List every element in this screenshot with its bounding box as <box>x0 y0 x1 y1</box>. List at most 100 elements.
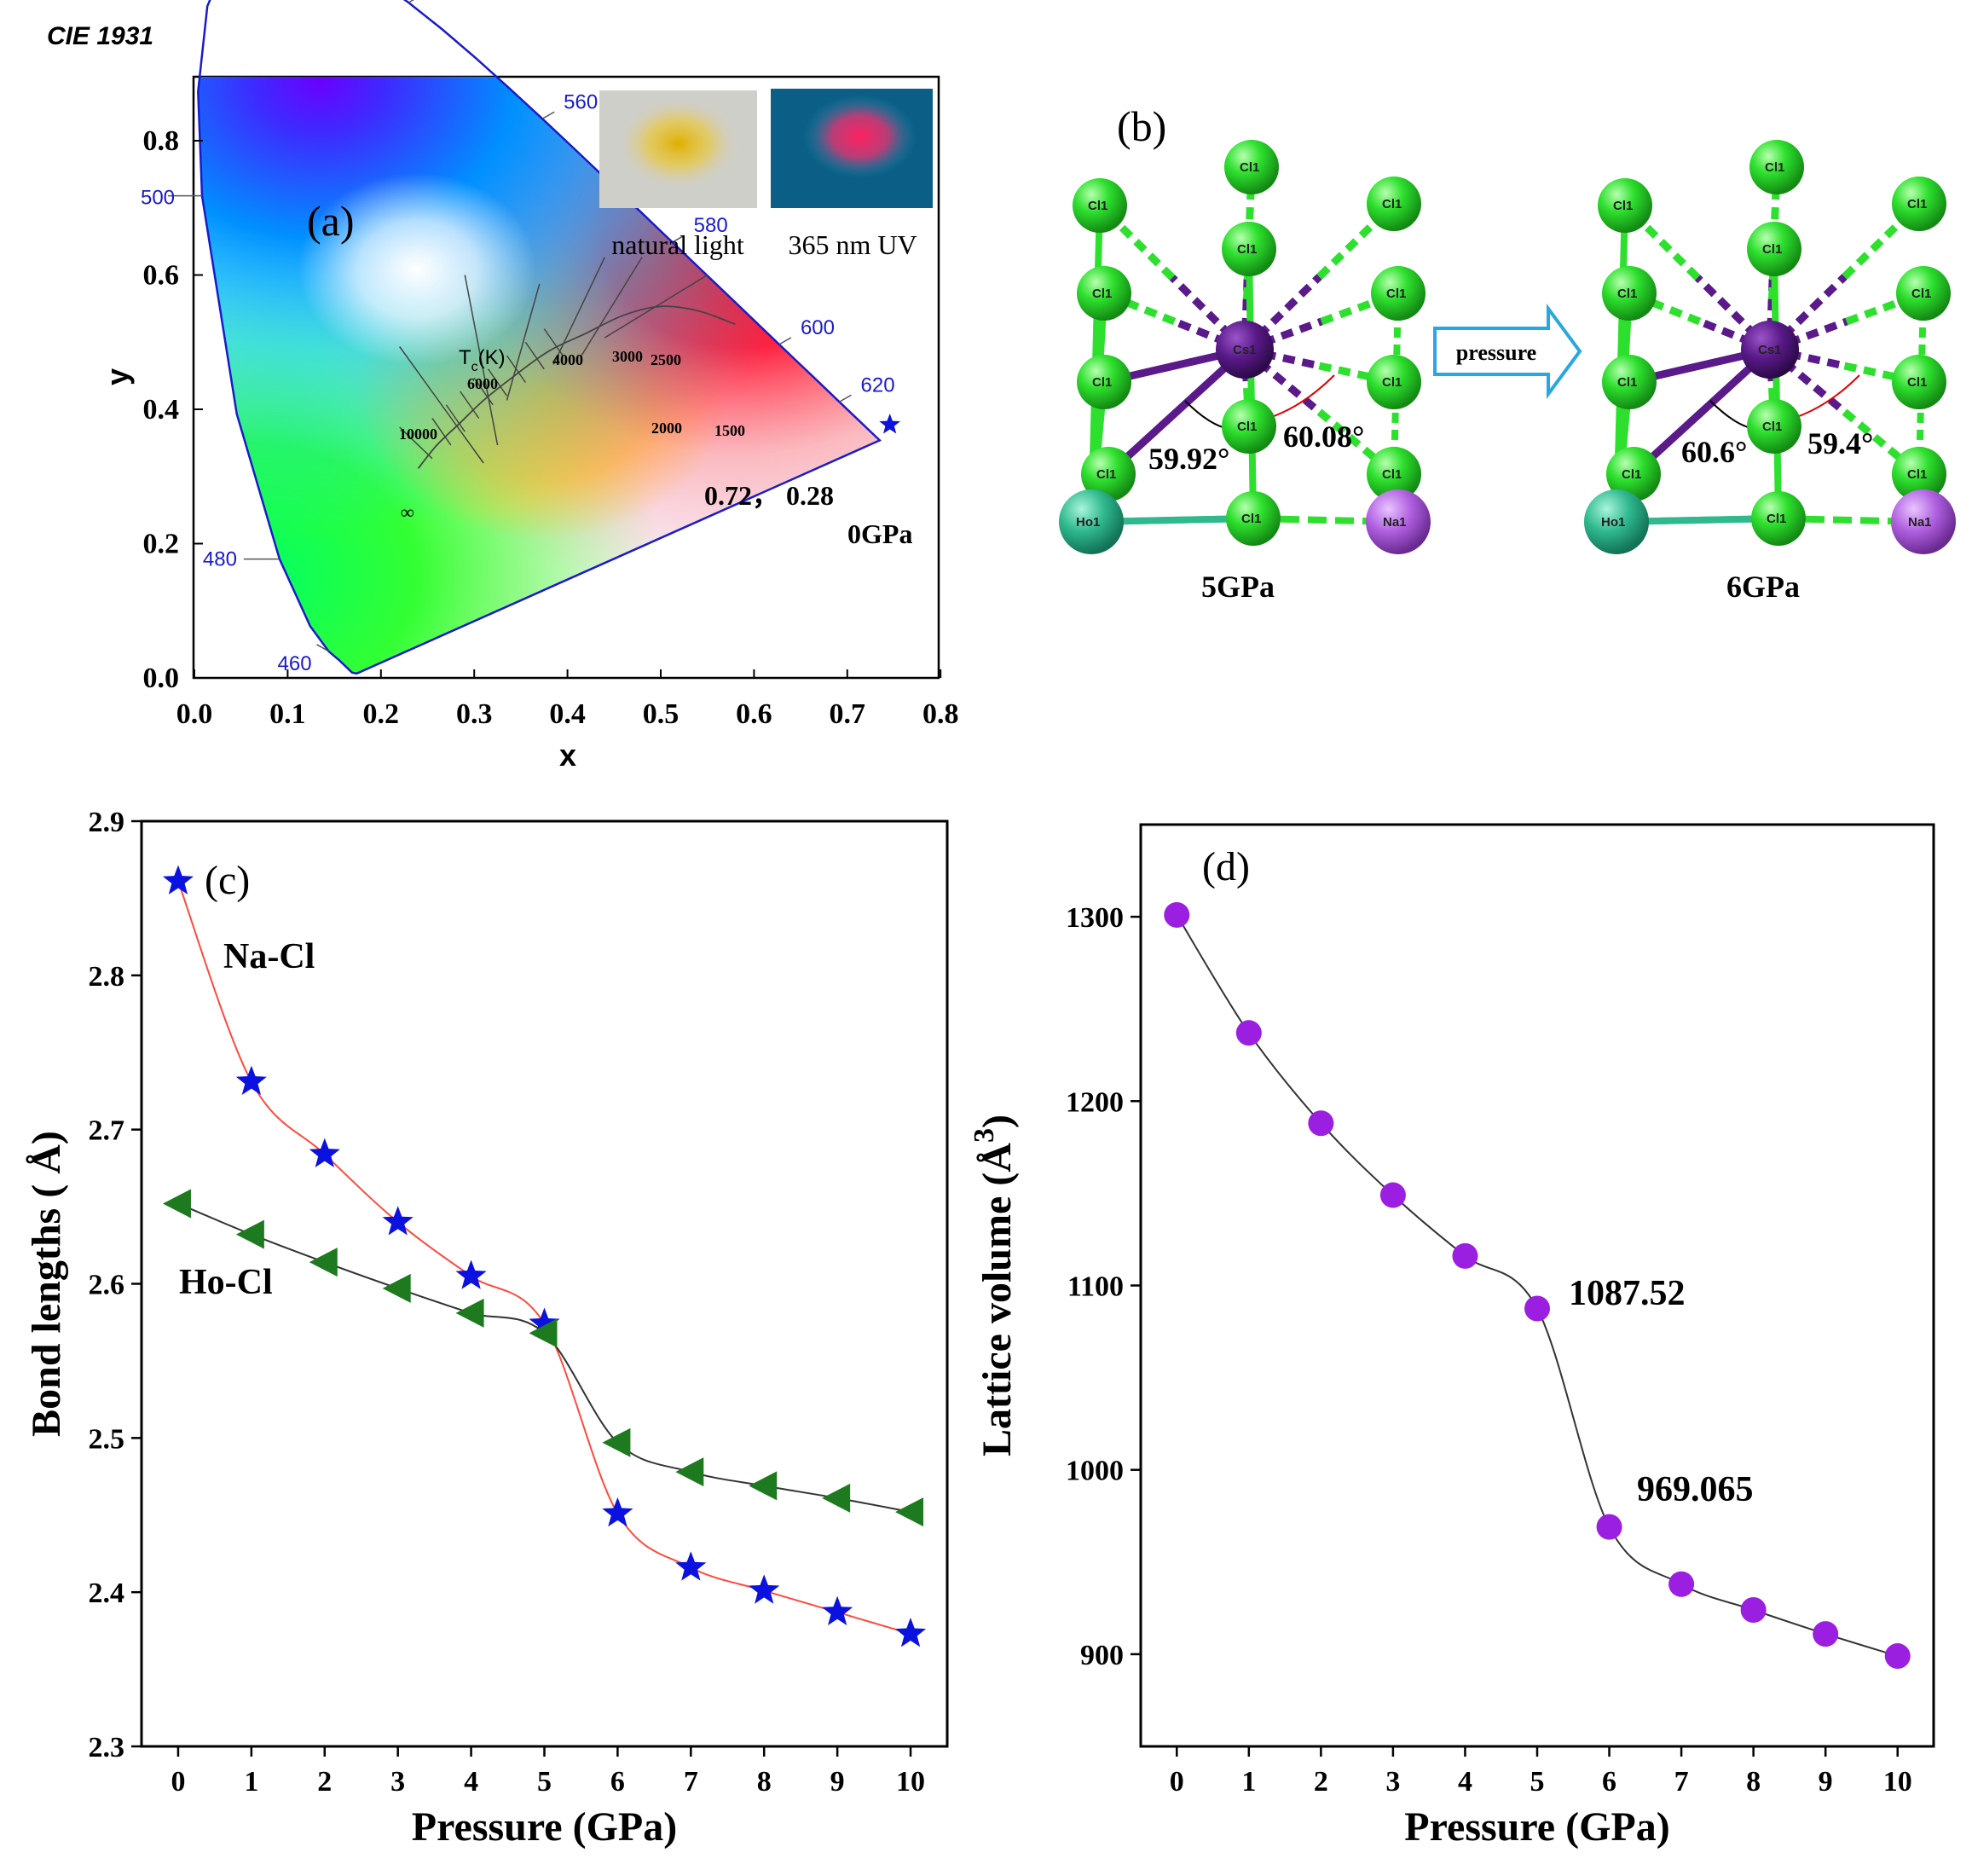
cl-atom <box>1747 222 1801 276</box>
x-axis-label: Pressure (GPa) <box>1404 1804 1669 1850</box>
cl-atom-label: Cl1 <box>1237 420 1257 434</box>
data-point-ho-cl <box>749 1471 778 1501</box>
data-point-lattice-volume <box>1596 1514 1622 1540</box>
angle-left-1: 59.92° <box>1148 442 1229 476</box>
cs-atom-label: Cs1 <box>1233 343 1257 357</box>
annotation-969: 969.065 <box>1637 1470 1754 1509</box>
na-atom-label: Na1 <box>1383 515 1407 530</box>
y-tick-label: 1000 <box>1066 1456 1124 1487</box>
inset-photo-natural-light: natural light <box>599 90 757 260</box>
cs-cl-bond <box>1169 275 1248 353</box>
gamut-outline <box>197 0 882 675</box>
cl-atom-label: Cl1 <box>1092 287 1112 301</box>
x-tick-label: 0.8 <box>922 698 959 730</box>
cl-atom-label: Cl1 <box>1617 287 1637 301</box>
cl-atom-label: Cl1 <box>1088 199 1107 213</box>
data-point-ho-cl <box>895 1497 924 1527</box>
data-point-lattice-volume <box>1813 1621 1839 1647</box>
y-axis-label: y <box>100 368 135 385</box>
x-tick-label: 7 <box>684 1766 698 1798</box>
cct-value: 3000 <box>612 348 643 365</box>
y-tick-label: 2.8 <box>89 961 125 993</box>
cs-cl-bond <box>1241 274 1322 353</box>
cl-atom <box>1892 177 1946 231</box>
y-tick-label: 2.5 <box>89 1423 125 1455</box>
cs-atom <box>1741 321 1799 379</box>
planckian-curve <box>417 305 736 469</box>
isotherm-line <box>604 274 708 339</box>
pressure-arrow: pressure <box>1433 303 1582 400</box>
cs-atom-label: Cs1 <box>1758 343 1782 357</box>
cct-value: 6000 <box>467 375 498 392</box>
wavelength-tick-460 <box>316 644 329 652</box>
y-tick-label: 900 <box>1080 1640 1124 1671</box>
cl-atom <box>1224 140 1279 194</box>
data-point-lattice-volume <box>1524 1295 1550 1322</box>
cs-cl-bond <box>1768 317 1848 354</box>
wavelength-label-600: 600 <box>801 316 835 339</box>
cct-labels: Tc(K) 10000 6000 4000 3000 2500 2000 1500 ∞ <box>399 346 745 523</box>
cl-atom-label: Cl1 <box>1762 420 1782 434</box>
cl-atom <box>1367 447 1421 501</box>
cl-cl-bond <box>1771 248 1782 519</box>
x-tick-label: 10 <box>896 1766 925 1798</box>
x-tick-label: 8 <box>1746 1766 1761 1798</box>
data-point-na-cl <box>529 1307 560 1337</box>
data-point-na-cl <box>602 1497 633 1527</box>
x-tick-label: 0.6 <box>736 698 772 730</box>
y-tick-label: 0.0 <box>143 663 180 694</box>
data-point-na-cl <box>675 1551 707 1581</box>
data-point-lattice-volume <box>1308 1110 1334 1137</box>
cl-atom-label: Cl1 <box>1617 375 1637 390</box>
isotherm-tick <box>431 418 452 446</box>
cl-atom-label: Cl1 <box>1382 467 1402 482</box>
x-tick-label: 2 <box>317 1766 332 1798</box>
cl-atom-label: Cl1 <box>1613 199 1633 213</box>
x-tick-label: 1 <box>244 1766 258 1798</box>
series-line-lattice-volume <box>1176 914 1898 1658</box>
x-tick-label: 6 <box>1602 1766 1616 1798</box>
cs-cl-bond <box>1243 387 1253 427</box>
cl-atom <box>1077 355 1131 409</box>
inset-photo-uv: 365 nm UV <box>771 89 933 260</box>
y-tick-label: 1200 <box>1066 1086 1124 1118</box>
cs-cl-bond <box>1105 346 1248 478</box>
isotherm-tick <box>399 426 433 460</box>
y-tick-label: 2.6 <box>89 1270 125 1301</box>
data-point-na-cl <box>235 1065 267 1095</box>
cct-value: 10000 <box>399 426 437 443</box>
cl-atom <box>1371 266 1426 321</box>
x-tick-label: 8 <box>757 1766 772 1798</box>
data-point-lattice-volume <box>1884 1643 1911 1670</box>
cl-atom-label: Cl1 <box>1907 197 1927 211</box>
wavelength-tick-560 <box>541 111 555 119</box>
x-tick-label: 3 <box>390 1766 405 1798</box>
x-tick-label: 0.0 <box>176 698 213 730</box>
panel-d-label: (d) <box>1202 844 1250 889</box>
data-point-ho-cl <box>162 1189 191 1219</box>
isotherm-line <box>399 346 484 464</box>
point-coordinates: 0.72， 0.28 <box>704 480 834 511</box>
isotherm-tick <box>524 341 545 370</box>
x-tick-label: 9 <box>830 1766 845 1798</box>
cl-atom <box>1226 491 1281 546</box>
cl-atom-label: Cl1 <box>1622 467 1641 482</box>
wavelength-label-620: 620 <box>861 373 895 397</box>
wavelength-label-500: 500 <box>141 187 175 210</box>
cl-atom-label: Cl1 <box>1241 512 1261 526</box>
cl-atom <box>1747 399 1801 454</box>
cl-atom <box>1892 355 1946 409</box>
wavelength-tick-580 <box>672 234 685 243</box>
cl-atom <box>1749 140 1804 194</box>
x-tick-label: 6 <box>610 1766 625 1798</box>
cct-value: 4000 <box>552 351 583 368</box>
panel-c-bond-lengths: 0 1 2 3 4 5 6 7 8 9 10 2.3 2.4 2.5 2.6 2.7 2.8 2.9 Pressur… <box>24 807 949 1850</box>
angle-right-2: 59.4° <box>1807 426 1873 460</box>
data-point-lattice-volume <box>1668 1571 1695 1597</box>
panel-c-label: (c) <box>205 858 250 903</box>
na-atom <box>1366 489 1431 554</box>
y-tick-label: 1300 <box>1066 902 1124 934</box>
cl-atom-label: Cl1 <box>1386 287 1406 301</box>
angle-right-1: 60.6° <box>1681 435 1747 469</box>
cs-cl-bond <box>1172 317 1246 354</box>
